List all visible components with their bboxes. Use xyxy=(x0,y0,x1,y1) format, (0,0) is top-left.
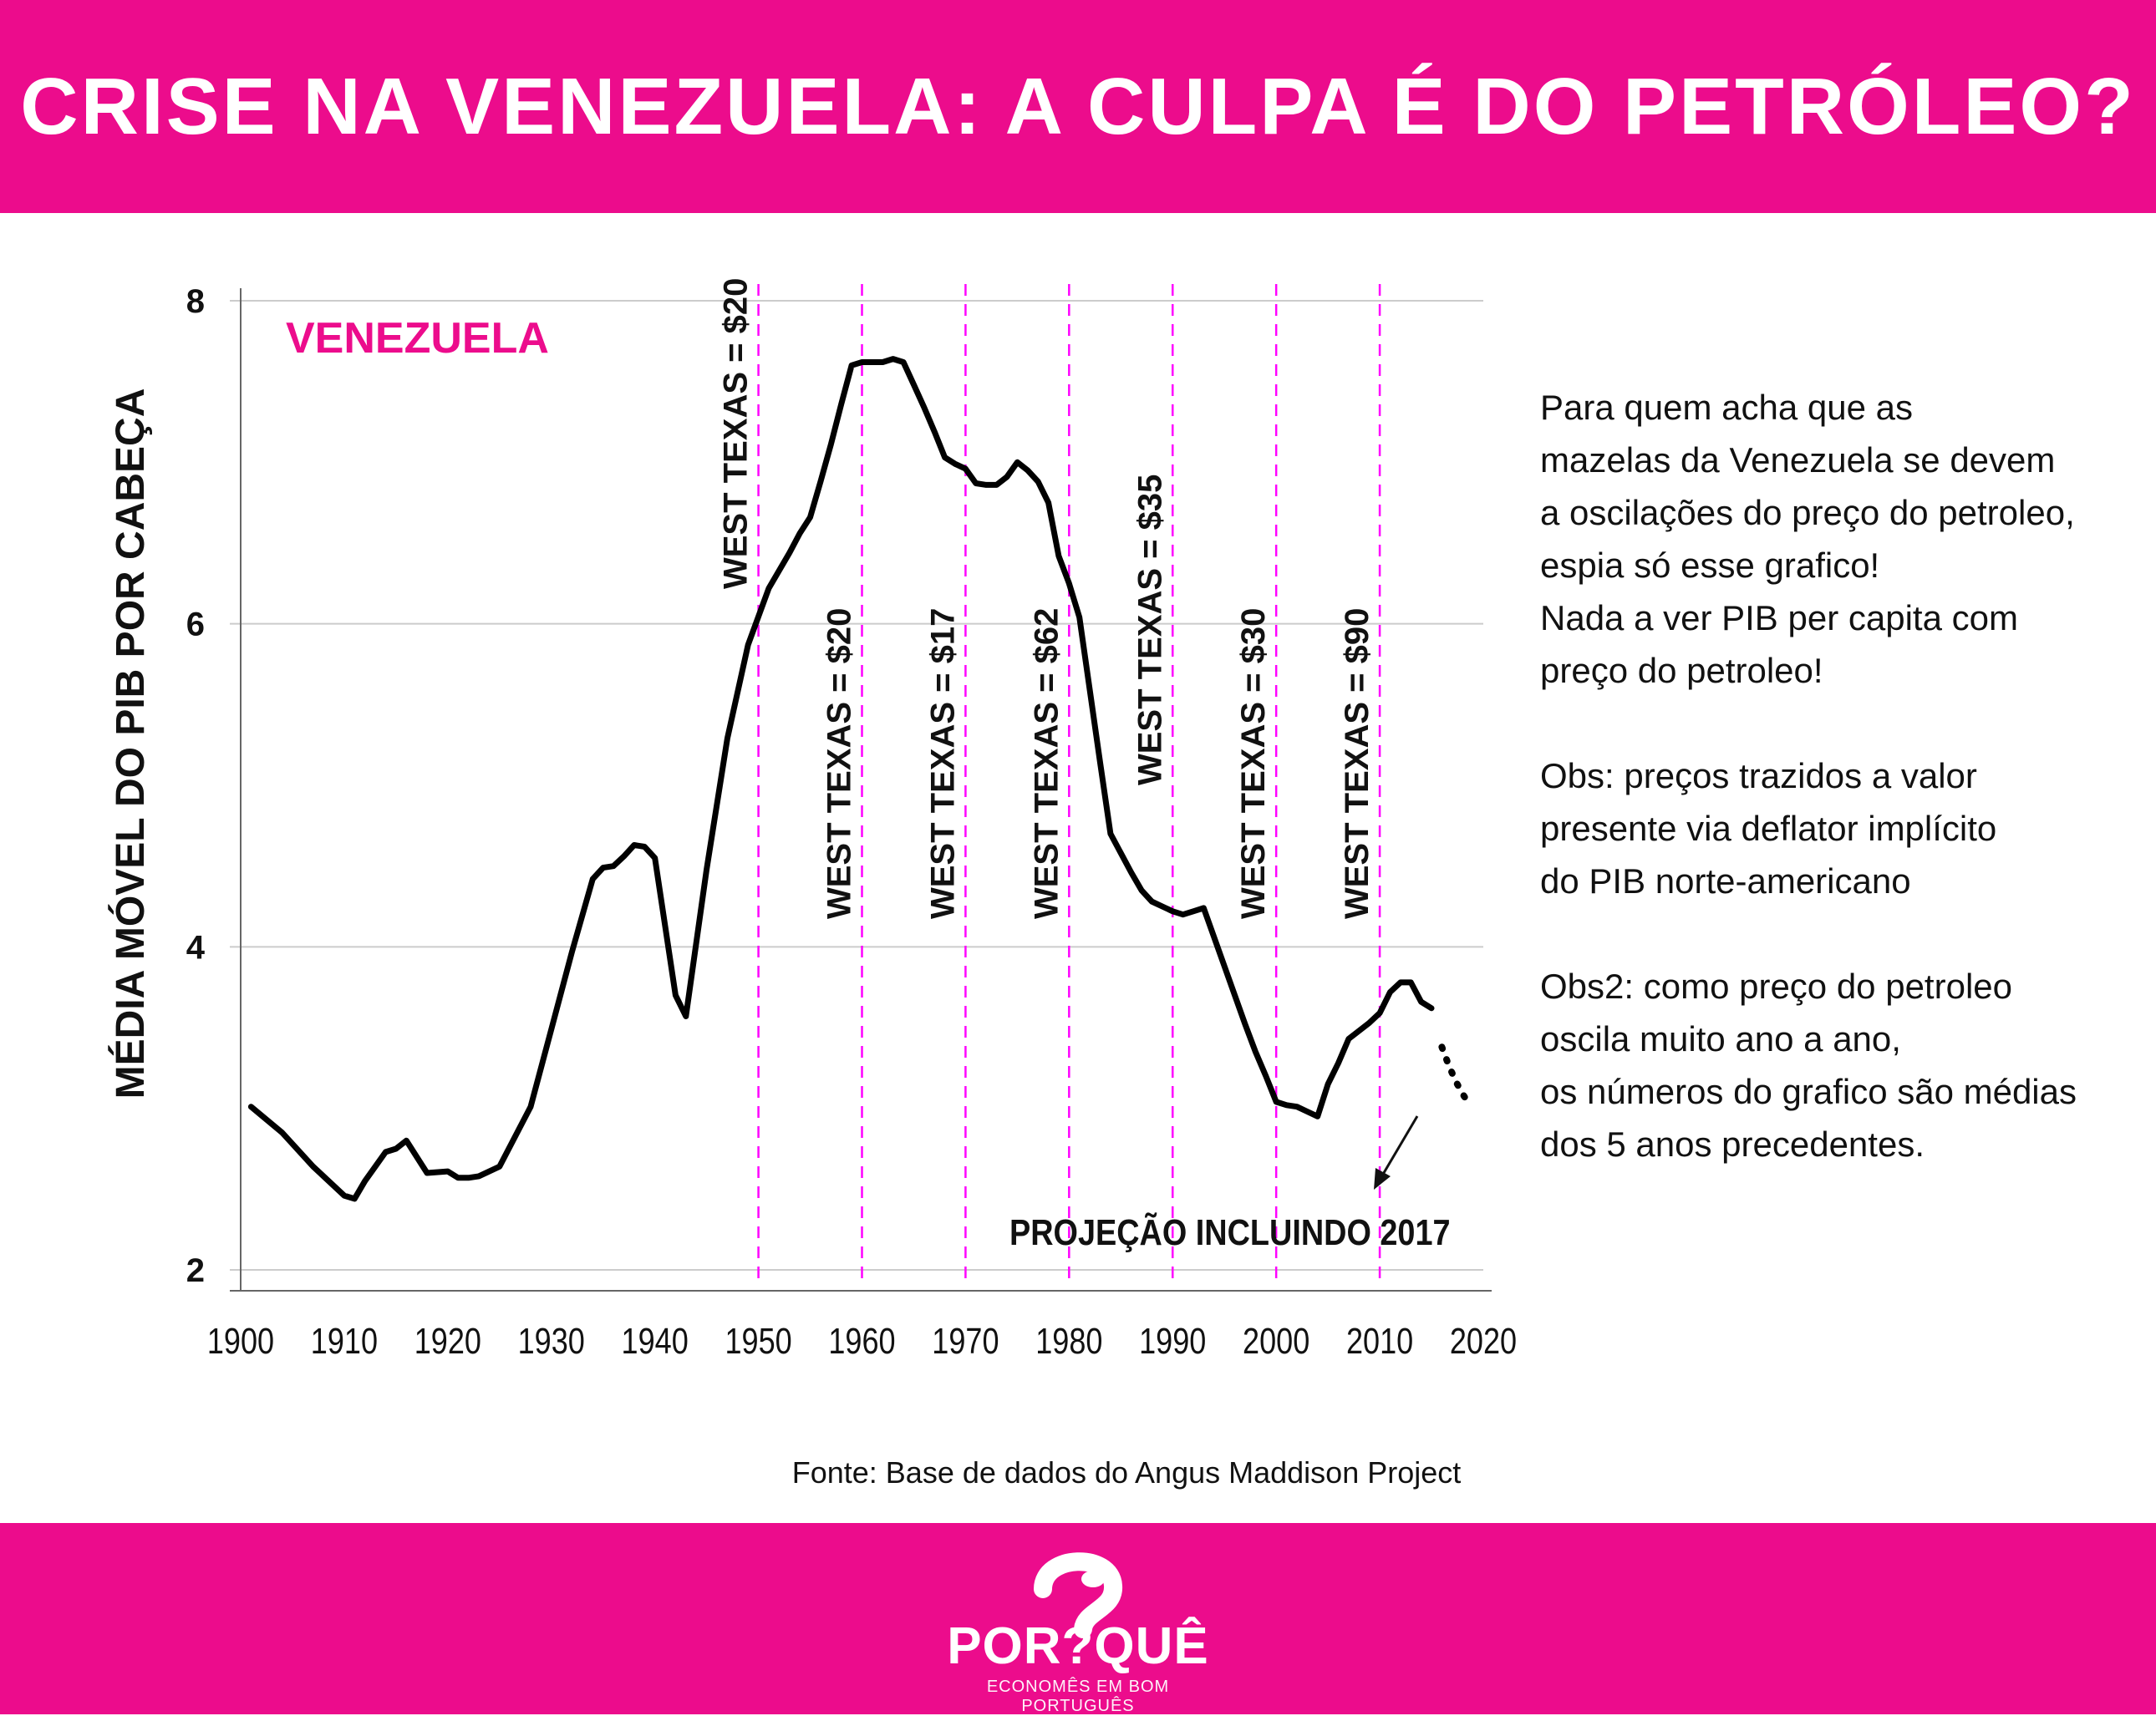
note-line: preço do petroleo! xyxy=(1540,651,1823,690)
note-line: Nada a ver PIB per capita com xyxy=(1540,598,2018,637)
x-tick-label: 2010 xyxy=(1346,1321,1413,1362)
marker-label: WEST TEXAS = $20 xyxy=(718,278,755,589)
note-line: do PIB norte-americano xyxy=(1540,861,1911,901)
note-paragraph: Obs: preços trazidos a valor presente via… xyxy=(1540,749,2125,907)
chart-grid xyxy=(230,300,1483,1271)
oil-price-markers xyxy=(757,284,1381,1287)
x-tick-label: 1900 xyxy=(207,1321,274,1362)
projection-line xyxy=(1438,1043,1472,1107)
series-label: VENEZUELA xyxy=(286,314,549,363)
y-tick-label: 6 xyxy=(186,607,205,643)
piggy-question-icon xyxy=(1034,1552,1122,1638)
x-tick-label: 2000 xyxy=(1243,1321,1309,1362)
note-line: mazelas da Venezuela se devem xyxy=(1540,440,2056,480)
y-axis-title: MÉDIA MÓVEL DO PIB POR CABEÇA xyxy=(107,388,153,1099)
note-line: a oscilações do preço do petroleo, xyxy=(1540,493,2075,532)
marker-label: WEST TEXAS = $20 xyxy=(821,608,858,919)
y-tick-label: 2 xyxy=(186,1252,205,1289)
x-tick-label: 1980 xyxy=(1035,1321,1102,1362)
marker-label: WEST TEXAS = $17 xyxy=(924,608,961,919)
commentary-notes: Para quem acha que as mazelas da Venezuel… xyxy=(1540,381,2125,1170)
x-tick-label: 1910 xyxy=(311,1321,378,1362)
title-banner: CRISE NA VENEZUELA: A CULPA É DO PETRÓLE… xyxy=(0,0,2156,213)
x-tick-label: 1950 xyxy=(725,1321,791,1362)
page-title: CRISE NA VENEZUELA: A CULPA É DO PETRÓLE… xyxy=(20,61,2136,151)
chart-series xyxy=(247,356,1472,1202)
note-line: presente via deflator implícito xyxy=(1540,809,1997,848)
gdp-series-line xyxy=(247,356,1435,1202)
x-tick-label: 1960 xyxy=(828,1321,895,1362)
chart-labels: 2 4 6 8 1900 1910 1920 1930 1940 1950 1960 1970 1980… xyxy=(107,278,1517,1362)
note-line: Obs2: como preço do petroleo xyxy=(1540,967,2012,1006)
source-note: Fonte: Base de dados do Angus Maddison P… xyxy=(791,1455,1462,1490)
porque-logo: POR?QUÊ ECONOMÊS EM BOM PORTUGUÊS xyxy=(944,1537,1212,1715)
logo-wordmark: POR?QUÊ xyxy=(947,1617,1209,1675)
chart-axes xyxy=(230,288,1492,1292)
note-line: dos 5 anos precedentes. xyxy=(1540,1125,1925,1164)
x-tick-label: 1990 xyxy=(1139,1321,1206,1362)
x-tick-label: 1920 xyxy=(414,1321,481,1362)
x-tick-label: 1930 xyxy=(518,1321,585,1362)
logo-tagline: ECONOMÊS EM BOM PORTUGUÊS xyxy=(986,1678,1170,1715)
note-paragraph: Para quem acha que as mazelas da Venezuel… xyxy=(1540,381,2125,697)
projection-arrowhead xyxy=(1374,1168,1391,1190)
note-line: Obs: preços trazidos a valor xyxy=(1540,756,1977,795)
marker-label: WEST TEXAS = $62 xyxy=(1028,608,1065,919)
note-line: Para quem acha que as xyxy=(1540,388,1913,427)
marker-label: WEST TEXAS = $30 xyxy=(1235,608,1272,919)
marker-label: WEST TEXAS = $35 xyxy=(1131,475,1168,785)
y-tick-label: 4 xyxy=(186,929,206,966)
gdp-line-chart: 2 4 6 8 1900 1910 1920 1930 1940 1950 1960 1970 1980… xyxy=(107,278,1517,1362)
y-tick-label: 8 xyxy=(186,283,205,320)
note-line: os números do grafico são médias xyxy=(1540,1072,2077,1111)
marker-label: WEST TEXAS = $90 xyxy=(1339,608,1375,919)
x-tick-label: 2020 xyxy=(1450,1321,1517,1362)
note-paragraph: Obs2: como preço do petroleo oscila muito… xyxy=(1540,960,2125,1170)
x-tick-label: 1940 xyxy=(622,1321,689,1362)
note-line: oscila muito ano a ano, xyxy=(1540,1019,1901,1059)
projection-annotation: PROJEÇÃO INCLUINDO 2017 xyxy=(1009,1211,1451,1252)
projection-arrow xyxy=(1377,1115,1419,1182)
note-line: espia só esse grafico! xyxy=(1540,546,1880,585)
x-tick-label: 1970 xyxy=(932,1321,999,1362)
